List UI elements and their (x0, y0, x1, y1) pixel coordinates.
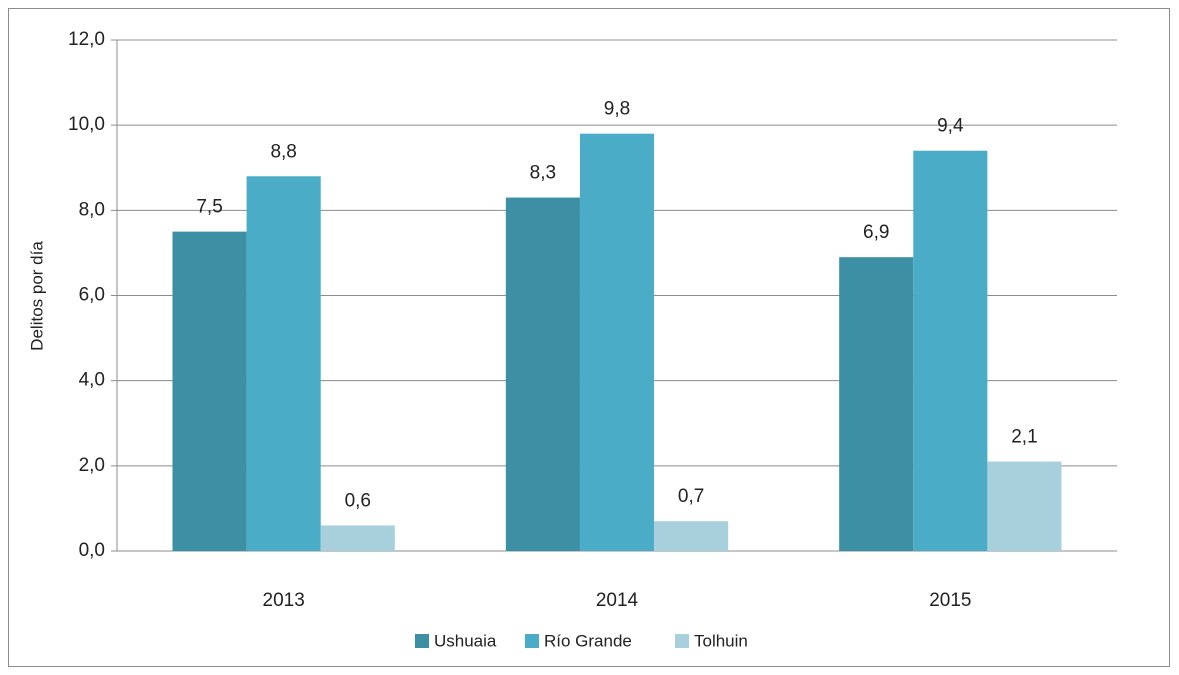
bar (654, 521, 729, 551)
bar (987, 461, 1062, 551)
y-tick-label: 6,0 (79, 285, 105, 306)
y-tick-label: 10,0 (68, 114, 105, 135)
y-tick-label: 0,0 (79, 540, 105, 561)
y-tick-label: 8,0 (79, 199, 105, 220)
data-label: 0,6 (345, 490, 371, 511)
legend-label: Ushuaia (434, 631, 497, 650)
data-label: 7,5 (196, 197, 222, 218)
bar (246, 176, 321, 551)
x-tick-label: 2015 (929, 590, 971, 611)
bar (839, 257, 914, 551)
data-label: 9,4 (937, 116, 964, 137)
x-tick-label: 2013 (263, 590, 305, 611)
data-label: 2,1 (1011, 427, 1037, 448)
bar (579, 133, 655, 551)
legend-label: Río Grande (544, 631, 632, 650)
bar (172, 231, 247, 551)
y-tick-label: 2,0 (79, 455, 105, 476)
data-label: 6,9 (863, 222, 889, 243)
legend-label: Tolhuin (694, 631, 748, 650)
y-tick-label: 4,0 (79, 370, 105, 391)
bar (320, 525, 395, 551)
data-label: 8,8 (270, 141, 296, 162)
data-label: 8,3 (530, 163, 556, 184)
x-tick-label: 2014 (596, 590, 639, 611)
legend-swatch (525, 634, 539, 648)
y-axis-label: Delitos por día (27, 241, 46, 351)
data-label: 0,7 (678, 486, 704, 507)
bar (913, 150, 988, 551)
data-label: 9,8 (604, 99, 630, 120)
y-tick-label: 12,0 (68, 29, 105, 50)
legend-swatch (675, 634, 689, 648)
bar (505, 197, 580, 551)
legend-swatch (415, 634, 429, 648)
